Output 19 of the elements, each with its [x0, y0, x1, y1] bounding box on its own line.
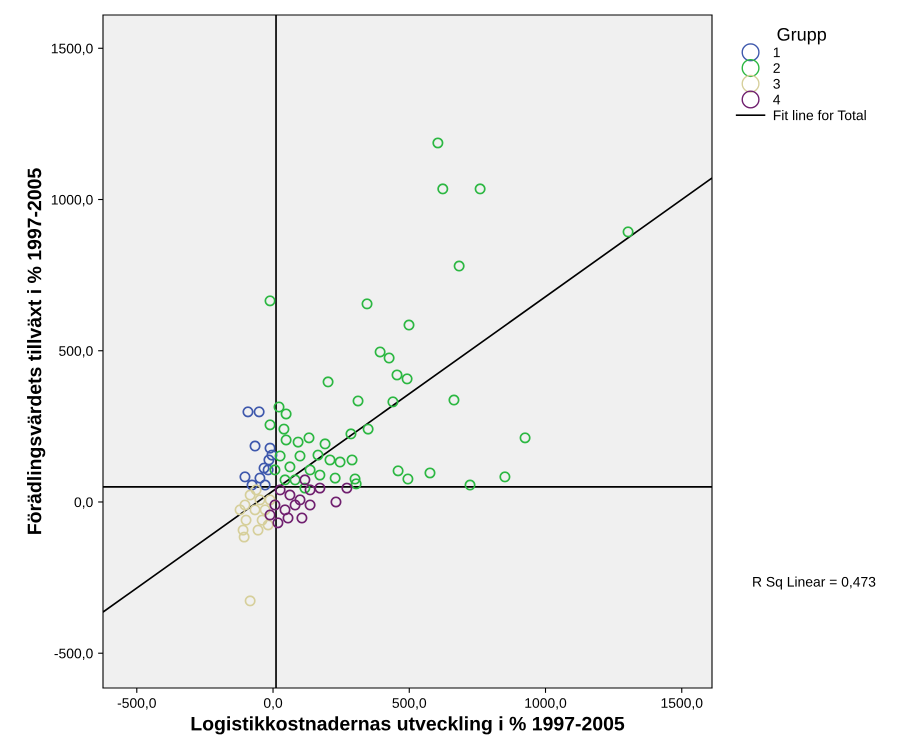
legend-label: 1 [774, 48, 780, 58]
x-tick-label: 1000,0 [525, 698, 566, 710]
y-tick-label: 500,0 [59, 346, 93, 358]
legend-title: Grupp [778, 28, 826, 44]
y-tick-label: 1500,0 [52, 44, 93, 56]
y-tick-label: -500,0 [54, 648, 93, 660]
x-axis-title: Logistikkostnadernas utveckling i % 1997-2005 [192, 716, 624, 734]
y-tick-label: 1000,0 [52, 194, 93, 206]
x-tick-label: 0,0 [264, 698, 282, 710]
text: R Sq Linear = 0,473 [753, 576, 876, 590]
y-tick-label: 0,0 [74, 497, 93, 509]
y-axis-title: Förädlingsvärdets tillväxt i % 1997-2005 [27, 168, 46, 534]
legend-label: 3 [773, 78, 780, 89]
x-tick-label: 1500,0 [662, 698, 702, 710]
legend-label: 2 [773, 63, 780, 73]
x-tick-label: -500,0 [118, 698, 156, 710]
legend-label: 4 [773, 94, 780, 104]
x-tick-label: 500,0 [392, 698, 426, 710]
legend-label: Fit line for Total [774, 110, 866, 120]
